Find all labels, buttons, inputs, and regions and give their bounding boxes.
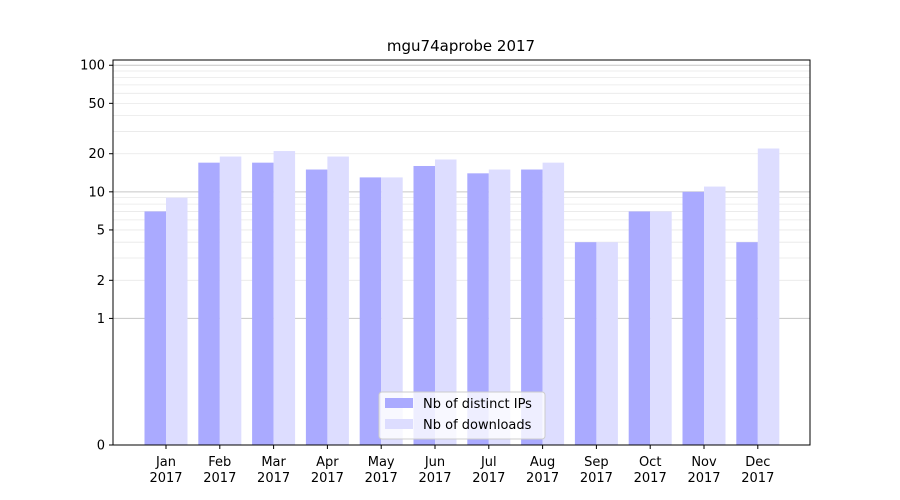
bar [144,211,166,445]
x-tick-label: Sep 2017 [580,455,613,486]
y-tick-label: 5 [97,223,105,238]
bar [542,162,565,445]
x-tick-label: Aug 2017 [526,455,559,486]
x-tick-label: Feb 2017 [203,455,236,486]
bar [488,169,511,445]
y-tick-label: 20 [88,147,105,162]
x-tick-label: May 2017 [365,455,398,486]
x-tick-label: Nov 2017 [687,455,720,486]
y-tick-label: 0 [97,439,105,454]
y-tick-label: 50 [88,97,105,112]
y-tick-label: 10 [88,185,105,200]
bar [736,242,758,445]
bar [650,211,672,445]
bar [327,156,349,446]
bar [359,177,382,446]
bar [521,169,543,445]
x-tick-label: Jan 2017 [149,455,182,486]
legend-label: Nb of downloads [423,418,532,433]
x-tick-label: Jul 2017 [472,455,505,486]
x-tick-label: Dec 2017 [741,455,774,486]
x-tick-label: Mar 2017 [257,455,290,486]
y-tick-label: 100 [80,59,105,74]
bar [198,162,220,445]
y-axis: 0 1 2 5 10 20 50 100 [80,59,113,454]
bar [704,186,726,446]
bar [413,165,435,446]
x-axis: Jan 2017 Feb 2017 Mar 2017 Apr 2017 May 2017 Jun 20… [149,445,774,486]
bar [252,162,274,445]
bar [166,197,188,445]
legend: Nb of distinct IPs Nb of downloads [378,391,546,440]
bar [682,191,704,445]
bar [381,177,403,446]
y-tick-label: 2 [97,274,105,289]
legend-swatch [385,419,413,429]
x-tick-label: Jun 2017 [418,455,451,486]
bar [757,148,780,445]
bar [596,242,618,445]
bar [628,211,651,445]
legend-swatch [385,398,413,408]
bar [305,169,328,445]
legend-label: Nb of distinct IPs [423,397,532,412]
bar [273,151,296,445]
legend-box [378,391,546,440]
chart-title: mgu74aprobe 2017 [387,37,535,55]
bars [144,148,780,446]
bar [574,242,597,445]
x-tick-label: Oct 2017 [634,455,667,486]
x-tick-label: Apr 2017 [311,455,344,486]
bar [435,159,457,445]
y-tick-label: 1 [97,312,105,327]
bar [467,173,489,445]
plot-frame [112,59,811,446]
bar [219,156,242,446]
